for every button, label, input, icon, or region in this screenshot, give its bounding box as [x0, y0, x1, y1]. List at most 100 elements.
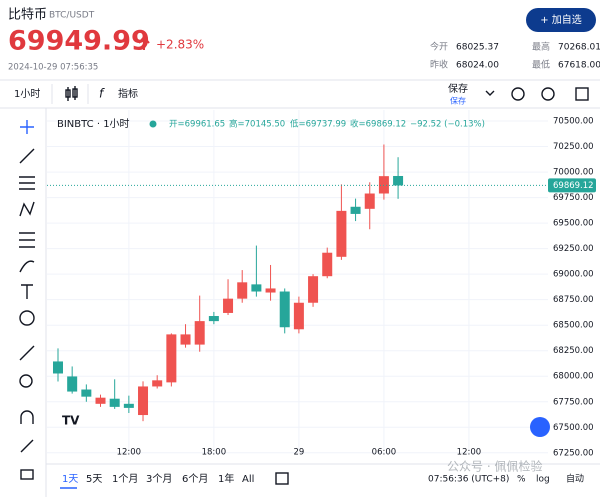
- stat-label: 最低: [532, 59, 550, 71]
- legend-low: 低=69737.99: [290, 119, 346, 130]
- candle-body: [208, 316, 219, 322]
- brand-badge: [530, 417, 550, 437]
- crosshair-tool[interactable]: [20, 120, 34, 134]
- chart: 67250.00 67500.00 67750.00 68000.00 68250.00…: [47, 110, 600, 462]
- y-tick-label: 68500.00: [553, 321, 594, 331]
- projection-tool[interactable]: [19, 232, 35, 248]
- up-arrow: [138, 35, 150, 50]
- y-tick-label: 68750.00: [553, 295, 594, 305]
- alert-icon[interactable]: [511, 87, 525, 101]
- legend-change: −92.52 (−0.13%): [410, 120, 485, 130]
- stat-label: 昨收: [430, 59, 448, 71]
- candle-body: [123, 403, 134, 408]
- candle-body: [194, 321, 205, 345]
- candle-body: [350, 206, 361, 214]
- button-label[interactable]: + 加自选: [540, 13, 582, 26]
- candle-body: [237, 282, 248, 299]
- candle-body: [95, 397, 106, 404]
- y-tick-label: 69750.00: [553, 193, 594, 203]
- candle-body: [364, 193, 375, 209]
- y-tick-label: 67250.00: [553, 448, 594, 458]
- stat-value: 68025.37: [456, 43, 499, 53]
- drawing-tools: [19, 120, 35, 480]
- button-bg[interactable]: [526, 8, 596, 32]
- candle-body: [81, 389, 92, 397]
- candle-body: [378, 176, 389, 194]
- dropdown-icon[interactable]: [485, 90, 495, 96]
- legend-high: 高=70145.50: [229, 119, 285, 130]
- clock: 07:56:36 (UTC+8): [428, 475, 509, 485]
- y-tick-label: 68000.00: [553, 372, 594, 382]
- line-tool[interactable]: [19, 148, 35, 164]
- auto-toggle[interactable]: 自动: [566, 473, 584, 485]
- tv-logo: TV: [62, 414, 80, 428]
- pattern-tool[interactable]: [19, 201, 35, 217]
- status-dot: [149, 120, 157, 128]
- candle-body: [138, 386, 149, 416]
- ruler-tool[interactable]: [19, 345, 35, 361]
- range-button[interactable]: 1年: [218, 472, 234, 485]
- magnet-tool[interactable]: [20, 410, 34, 424]
- icon-stroke: [72, 88, 78, 98]
- stat-value: 67618.00: [558, 61, 600, 71]
- x-tick-label: 06:00: [372, 448, 397, 458]
- icon-stroke: [65, 89, 71, 98]
- x-tick-label: 12:00: [117, 448, 142, 458]
- text-tool[interactable]: [21, 284, 33, 299]
- range-button[interactable]: 1天: [62, 474, 78, 485]
- axis-bg: [548, 110, 600, 462]
- stat-value: 68024.00: [456, 61, 499, 71]
- pencil-tool[interactable]: [20, 439, 34, 453]
- candle-body: [251, 284, 262, 292]
- price: 69949.99: [8, 26, 150, 57]
- indicators[interactable]: 指标: [118, 87, 138, 100]
- candle-body: [336, 210, 347, 257]
- fullscreen-icon[interactable]: [575, 87, 589, 101]
- timestamp: 2024-10-29 07:56:35: [8, 63, 98, 73]
- settings-icon[interactable]: [541, 87, 555, 101]
- candle-body: [166, 334, 177, 383]
- range-button[interactable]: 1个月: [112, 473, 138, 485]
- candle-body: [308, 276, 319, 303]
- change: +2.83%: [156, 38, 204, 52]
- candle-body: [293, 302, 304, 330]
- candle-body: [265, 288, 276, 293]
- brush-tool[interactable]: [19, 260, 35, 273]
- log-toggle[interactable]: log: [536, 475, 550, 485]
- stat-value: 70268.01: [558, 43, 600, 53]
- fib-tool[interactable]: [19, 176, 35, 190]
- watermark: 公众号 · 佩佩检验: [447, 459, 542, 474]
- candle-body: [223, 298, 234, 313]
- range-button[interactable]: 5天: [86, 474, 102, 485]
- legend-close: 收=69869.12: [350, 119, 406, 130]
- y-tick-label: 67750.00: [553, 397, 594, 407]
- x-tick-label: 29: [293, 448, 304, 458]
- range-button[interactable]: All: [242, 474, 254, 485]
- candle-body: [393, 175, 404, 186]
- lock-tool[interactable]: [20, 469, 34, 480]
- save[interactable]: 保存: [448, 82, 468, 95]
- percent-toggle[interactable]: %: [517, 475, 526, 485]
- watchlist-button[interactable]: + 加自选: [526, 8, 596, 32]
- interval[interactable]: 1小时: [14, 88, 40, 100]
- emoji-tool[interactable]: [19, 310, 35, 326]
- legend-open: 开=69961.65: [169, 120, 225, 130]
- last-price-box: [548, 178, 596, 193]
- fx-icon[interactable]: f: [99, 87, 105, 101]
- zoom-tool[interactable]: [19, 374, 33, 388]
- chart-type-icon[interactable]: [65, 86, 78, 101]
- y-tick-label: 69000.00: [553, 270, 594, 280]
- x-tick-label: 18:00: [202, 448, 227, 458]
- candle-body: [109, 398, 120, 407]
- calendar-icon[interactable]: [275, 472, 289, 485]
- save-sub: 保存: [450, 96, 466, 106]
- range-button[interactable]: 6个月: [182, 473, 208, 485]
- y-tick-label: 70250.00: [553, 142, 594, 152]
- y-tick-label: 69500.00: [553, 219, 594, 229]
- range-button[interactable]: 3个月: [146, 473, 172, 485]
- candle-body: [53, 361, 63, 374]
- candle-body: [322, 252, 333, 277]
- legend-symbol: BINBTC · 1小时: [57, 118, 130, 130]
